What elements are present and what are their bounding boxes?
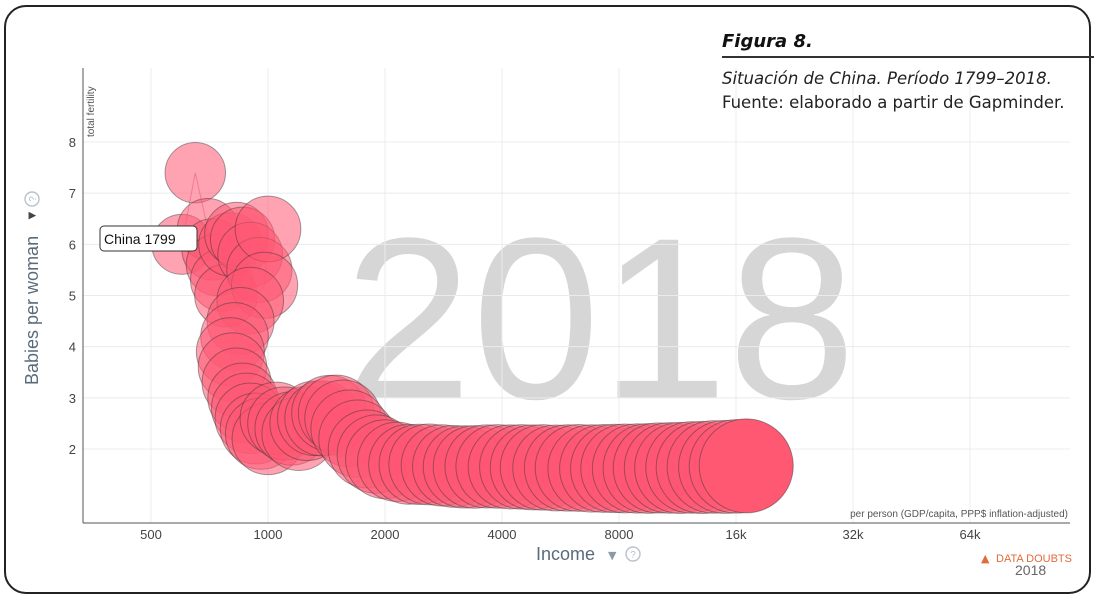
figure-subtitle: Situación de China. Período 1799–2018.	[722, 69, 1052, 88]
y-axis-label: Babies per woman	[22, 236, 42, 385]
figure-source: Fuente: elaborado a partir de Gapminder.	[722, 93, 1065, 112]
y-ticks: 2 3 4 5 6 7 8	[69, 135, 76, 457]
x-axis-detail: per person (GDP/capita, PPP$ inflation-a…	[850, 509, 1068, 520]
data-doubts-button[interactable]: ▲ DATA DOUBTS 2018	[981, 552, 1072, 578]
y-axis-detail: total fertility	[86, 86, 97, 137]
bubbles	[151, 141, 794, 515]
x-axis-title[interactable]: Income ▼ ?	[536, 544, 641, 564]
background-year: 2018	[344, 190, 856, 447]
data-doubts-label: DATA DOUBTS	[996, 553, 1072, 565]
warning-icon: ▲	[981, 552, 990, 565]
y-axis-title[interactable]: Babies per woman ▼ ?	[22, 191, 42, 385]
x-ticks: 500 1000 2000 4000 8000 16k 32k 64k	[140, 527, 981, 542]
tooltip-label: China 1799	[104, 231, 176, 247]
y-axis-help-icon[interactable]	[24, 191, 40, 207]
x-tick-label: 2000	[371, 527, 400, 542]
grid	[83, 68, 1070, 523]
x-tick-label: 4000	[488, 527, 517, 542]
tooltip: China 1799	[99, 225, 198, 252]
x-tick-label: 32k	[843, 527, 864, 542]
y-tick-label: 5	[69, 289, 76, 304]
y-tick-label: 6	[69, 237, 76, 252]
y-axis-help-glyph: ?	[28, 196, 39, 202]
y-axis-dropdown-icon[interactable]: ▼	[24, 209, 39, 222]
y-tick-label: 3	[69, 391, 76, 406]
figure-title: Figura 8.	[722, 31, 1094, 58]
x-tick-label: 16k	[726, 527, 747, 542]
tooltip-box	[99, 225, 198, 252]
y-tick-label: 8	[69, 135, 76, 150]
x-tick-label: 64k	[960, 527, 981, 542]
data-doubts-year: 2018	[1015, 562, 1046, 578]
x-axis-help-glyph: ?	[630, 550, 636, 561]
x-axis-help-icon[interactable]	[625, 546, 641, 562]
x-tick-label: 8000	[605, 527, 634, 542]
bubble-current[interactable]	[698, 418, 794, 514]
x-tick-label: 1000	[254, 527, 283, 542]
figure-caption: Figura 8. Situación de China. Período 17…	[722, 31, 1097, 115]
x-axis-dropdown-icon[interactable]: ▼	[608, 549, 617, 562]
x-axis-label: Income	[536, 544, 595, 564]
y-tick-label: 2	[69, 442, 76, 457]
bubble[interactable]	[164, 141, 227, 204]
y-tick-label: 7	[69, 186, 76, 201]
y-tick-label: 4	[69, 340, 76, 355]
x-tick-label: 500	[140, 527, 162, 542]
